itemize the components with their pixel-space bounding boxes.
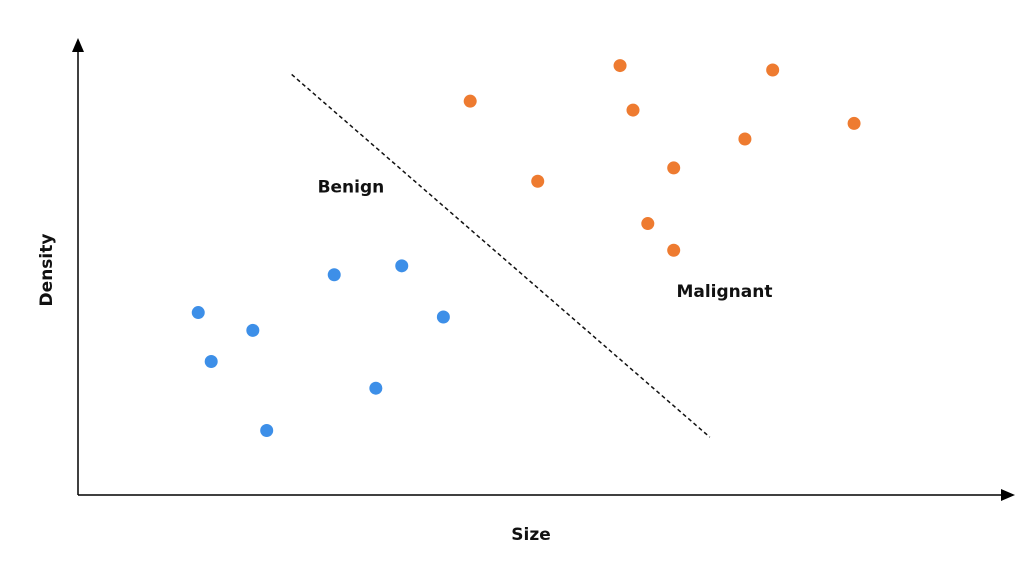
region-label: Malignant [676, 282, 772, 302]
data-point [260, 423, 274, 437]
data-point [436, 310, 450, 324]
data-point [626, 103, 640, 117]
data-point [531, 174, 545, 188]
data-point [738, 132, 752, 146]
region-label: Benign [318, 177, 385, 197]
decision-boundary-line [291, 73, 711, 438]
y-axis-arrow-icon [72, 38, 84, 52]
data-point [613, 59, 627, 73]
data-points [191, 59, 861, 437]
data-point [641, 217, 655, 231]
x-axis-label: Size [511, 525, 551, 545]
data-point [369, 381, 383, 395]
y-axis-label: Density [37, 234, 57, 307]
data-point [463, 94, 477, 108]
region-labels: Benign Malignant [318, 177, 773, 302]
data-point [667, 161, 681, 175]
data-point [847, 116, 861, 130]
data-point [395, 259, 409, 273]
data-point [246, 323, 260, 337]
x-axis-arrow-icon [1001, 489, 1015, 501]
axes [72, 38, 1015, 501]
data-point [766, 63, 780, 77]
data-point [204, 355, 218, 368]
data-point [191, 306, 205, 320]
data-point [327, 268, 341, 282]
data-point [667, 243, 681, 257]
